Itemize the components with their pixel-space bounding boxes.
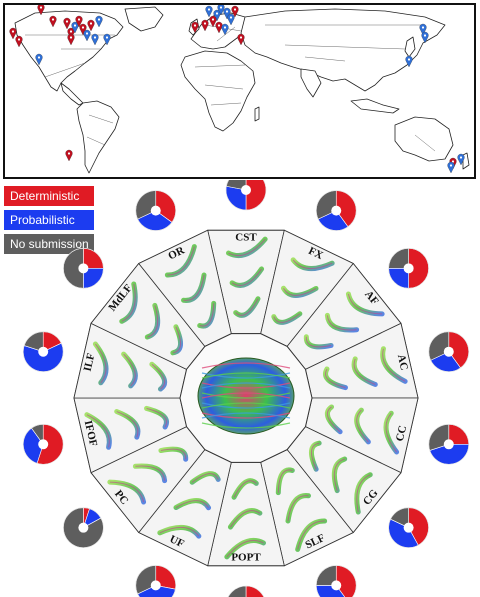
map-marker [103, 33, 111, 46]
pie-chart-fx [315, 190, 357, 231]
map-marker [447, 161, 455, 174]
pie-chart-or [135, 190, 177, 231]
tract-label-ifof: IFOF [82, 419, 100, 448]
map-marker [65, 149, 73, 162]
tract-label-cst: CST [235, 232, 257, 244]
submission-markers [9, 5, 465, 174]
continent-greenland [124, 6, 164, 32]
tract-segment [286, 426, 402, 534]
map-marker [71, 21, 79, 34]
legend-deterministic: Deterministic [4, 186, 94, 206]
pie-chart-uf [135, 565, 177, 597]
pie-charts [22, 180, 470, 597]
map-marker [35, 53, 43, 66]
map-marker [419, 23, 427, 36]
legend-no-submission: No submission [4, 234, 94, 254]
tract-segment [305, 397, 419, 474]
continent-india [300, 68, 322, 98]
tract-segment [73, 397, 187, 474]
continent-asia [240, 8, 446, 92]
map-marker [9, 27, 17, 40]
tract-segment [138, 449, 232, 567]
map-marker [201, 19, 209, 32]
map-marker [213, 9, 221, 22]
tract-segment [90, 262, 206, 370]
map-marker [421, 31, 429, 44]
continent-madagascar [254, 106, 260, 122]
map-marker [63, 17, 71, 30]
tract-label-fx: FX [306, 245, 324, 262]
map-marker [209, 15, 217, 28]
pie-chart-cc [428, 423, 470, 465]
map-marker [217, 5, 225, 16]
tract-label-cc: CC [394, 424, 409, 442]
map-marker [49, 15, 57, 28]
map-marker [237, 33, 245, 46]
map-marker [91, 33, 99, 46]
pie-chart-ilf [22, 331, 64, 373]
tract-label-uf: UF [168, 533, 187, 550]
map-marker [95, 15, 103, 28]
map-marker [231, 5, 239, 18]
map-marker [191, 21, 199, 34]
brain-tractography-image [197, 357, 295, 435]
map-marker [457, 153, 465, 166]
map-marker [83, 29, 91, 42]
world-map-panel [3, 3, 476, 179]
tract-label-ac: AC [395, 353, 410, 371]
tract-label-ilf: ILF [82, 352, 98, 373]
map-marker [79, 23, 87, 36]
continent-africa [180, 50, 256, 132]
tract-segment [73, 322, 187, 399]
map-marker [67, 27, 75, 40]
pie-chart-mdlf [63, 248, 104, 289]
tract-segment [305, 322, 419, 399]
pie-chart-ac [428, 331, 470, 373]
pie-chart-cg [388, 507, 429, 548]
continent-japan [404, 36, 416, 58]
pie-slice [245, 180, 267, 211]
continent-south-america [76, 100, 120, 174]
tract-segment [260, 449, 354, 567]
tract-segment [207, 229, 285, 335]
pie-chart-slf [315, 565, 357, 597]
map-marker [205, 5, 213, 18]
world-map [9, 5, 470, 174]
map-marker [15, 35, 23, 48]
map-marker [227, 13, 235, 26]
map-marker [67, 33, 75, 46]
map-marker [221, 23, 229, 36]
map-marker [75, 15, 83, 28]
map-marker [223, 7, 231, 20]
continent-australia [394, 116, 454, 162]
pie-chart-popt [227, 585, 265, 597]
tract-label-popt: POPT [231, 552, 261, 564]
pie-chart-af [388, 248, 429, 289]
legend-probabilistic: Probabilistic [4, 210, 94, 230]
continent-north-america [14, 10, 124, 92]
map-marker [87, 19, 95, 32]
pie-chart-ifof [22, 423, 64, 465]
pie-chart-cst [225, 180, 267, 211]
pie-chart-pc [63, 507, 104, 548]
map-marker [405, 55, 413, 68]
map-marker [37, 5, 45, 16]
continent-indonesia [350, 98, 400, 114]
continent-central-america [60, 82, 84, 106]
